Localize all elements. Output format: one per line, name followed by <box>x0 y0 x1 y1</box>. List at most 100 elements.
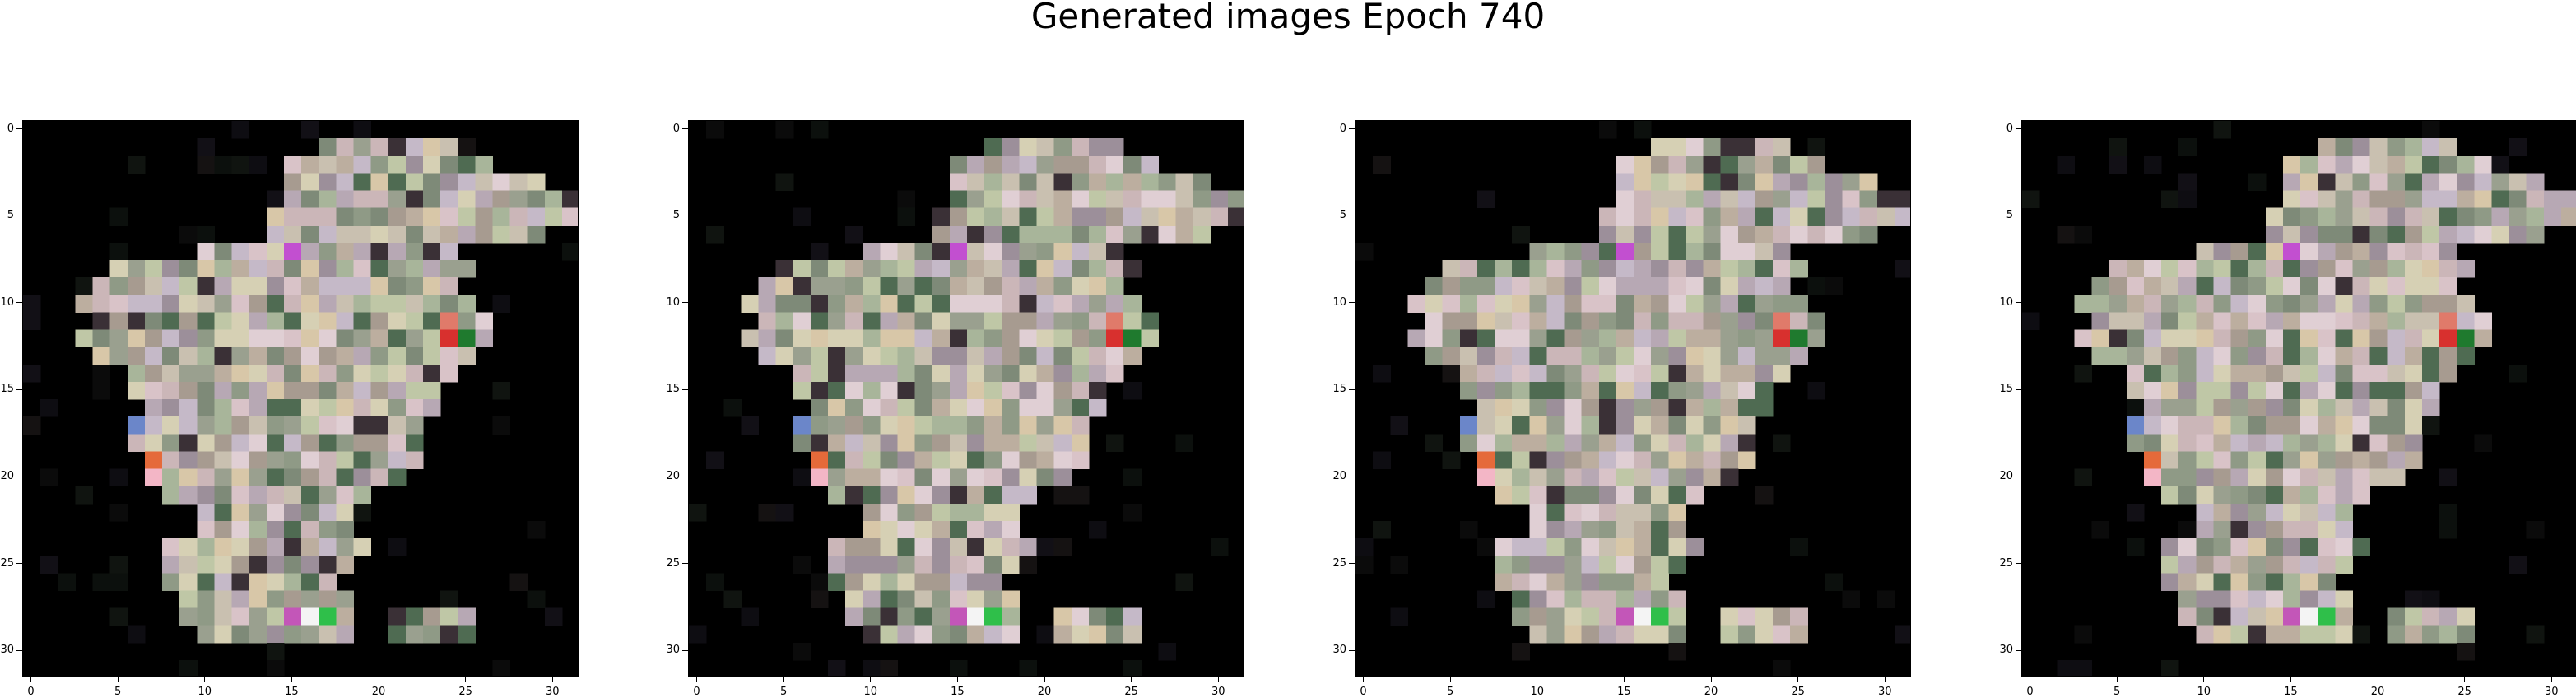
pixel-cell <box>1476 434 1495 452</box>
pixel-cell <box>1773 364 1791 383</box>
pixel-cell <box>880 347 899 365</box>
pixel-cell <box>319 190 337 209</box>
pixel-cell <box>144 364 163 383</box>
pixel-cell <box>370 225 389 244</box>
pixel-cell <box>2318 556 2336 574</box>
pixel-cell <box>2474 434 2492 452</box>
pixel-cell <box>880 520 899 539</box>
pixel-cell <box>2282 242 2301 261</box>
pixel-cell <box>1053 625 1072 644</box>
pixel-cell <box>1123 173 1142 192</box>
pixel-cell <box>1459 381 1478 400</box>
pixel-cell <box>1071 486 1090 505</box>
pixel-cell <box>1651 590 1669 609</box>
pixel-cell <box>1158 173 1177 192</box>
pixel-cell <box>2543 207 2562 226</box>
pixel-cell <box>1036 399 1055 417</box>
pixel-cell <box>1002 381 1020 400</box>
pixel-cell <box>388 156 407 174</box>
pixel-cell <box>863 556 881 574</box>
pixel-cell <box>1459 434 1478 452</box>
pixel-cell <box>1737 329 1756 348</box>
pixel-cell <box>1634 381 1652 400</box>
pixel-cell <box>2335 277 2353 295</box>
pixel-cell <box>775 295 794 313</box>
pixel-cell <box>370 451 389 470</box>
pixel-cell <box>932 399 951 417</box>
pixel-cell <box>1036 625 1055 644</box>
pixel-cell <box>2196 486 2214 505</box>
pixel-cell <box>828 416 846 435</box>
pixel-cell <box>1053 225 1072 244</box>
pixel-cell <box>1755 260 1774 278</box>
pixel-cell <box>863 347 881 365</box>
pixel-cell <box>422 607 441 626</box>
pixel-cell <box>1737 347 1756 365</box>
pixel-cell <box>214 556 233 574</box>
pixel-cell <box>1495 277 1513 295</box>
pixel-cell <box>440 347 458 365</box>
pixel-cell <box>2265 347 2284 365</box>
pixel-cell <box>967 468 985 487</box>
pixel-cell <box>144 381 163 400</box>
pixel-cell <box>1123 659 1142 676</box>
pixel-cell <box>283 260 302 278</box>
pixel-cell <box>2265 520 2284 539</box>
pixel-cell <box>1088 381 1107 400</box>
pixel-cell <box>1651 607 1669 626</box>
pixel-cell <box>1564 416 1583 435</box>
pixel-cell <box>283 381 302 400</box>
pixel-cell <box>863 434 881 452</box>
pixel-cell <box>828 486 846 505</box>
pixel-cell <box>370 381 389 400</box>
pixel-cell <box>2509 364 2527 383</box>
pixel-cell <box>2387 625 2406 644</box>
pixel-cell <box>775 173 794 192</box>
pixel-cell <box>793 468 811 487</box>
pixel-cell <box>2300 625 2318 644</box>
pixel-cell <box>984 347 1002 365</box>
pixel-cell <box>1581 468 1600 487</box>
pixel-cell <box>845 573 863 591</box>
pixel-cell <box>2404 607 2423 626</box>
pixel-cell <box>162 364 180 383</box>
pixel-cell <box>266 520 285 539</box>
pixel-cell <box>2439 260 2457 278</box>
pixel-cell <box>2213 312 2232 331</box>
pixel-cell <box>2178 381 2197 400</box>
pixel-cell <box>2335 225 2353 244</box>
x-tick-mark <box>30 677 32 682</box>
pixel-cell <box>2109 295 2127 313</box>
pixel-cell <box>440 242 458 261</box>
pixel-cell <box>405 347 424 365</box>
pixel-cell <box>845 225 863 244</box>
pixel-cell <box>1088 173 1107 192</box>
pixel-cell <box>2230 590 2249 609</box>
pixel-cell <box>319 573 337 591</box>
pixel-cell <box>2161 538 2179 556</box>
pixel-cell <box>2474 312 2492 331</box>
pixel-cell <box>197 225 215 244</box>
pixel-cell <box>2318 156 2336 174</box>
pixel-cell <box>1720 434 1739 452</box>
pixel-cell <box>353 225 372 244</box>
pixel-cell <box>1495 416 1513 435</box>
pixel-cell <box>984 434 1002 452</box>
pixel-cell <box>2387 242 2406 261</box>
pixel-cell <box>1598 329 1617 348</box>
pixel-cell <box>144 260 163 278</box>
pixel-cell <box>179 225 198 244</box>
pixel-cell <box>283 503 302 522</box>
pixel-cell <box>440 625 458 644</box>
pixel-cell <box>301 207 319 226</box>
pixel-cell <box>1193 225 1211 244</box>
pixel-cell <box>2387 399 2406 417</box>
pixel-cell <box>1755 295 1774 313</box>
pixel-cell <box>1686 381 1704 400</box>
pixel-cell <box>1053 468 1072 487</box>
pixel-cell <box>1529 260 1547 278</box>
pixel-cell <box>2143 381 2162 400</box>
pixel-cell <box>92 364 111 383</box>
pixel-cell <box>984 381 1002 400</box>
pixel-cell <box>967 573 985 591</box>
